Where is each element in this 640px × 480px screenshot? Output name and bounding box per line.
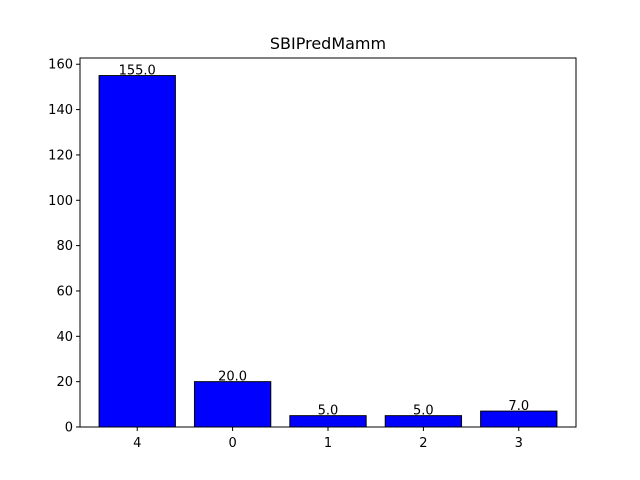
y-tick-label: 0: [65, 421, 73, 436]
plot-frame: [79, 57, 577, 428]
x-axis: 4 0 1 2 3: [133, 427, 523, 451]
y-tick-label: 60: [56, 284, 73, 299]
data-label: 5.0: [318, 404, 339, 419]
chart-title: SBIPredMamm: [270, 34, 386, 53]
bar-4: [98, 75, 176, 428]
y-tick-label: 140: [48, 103, 73, 118]
data-label: 5.0: [413, 404, 434, 419]
x-tick-label: 1: [324, 436, 332, 451]
data-label: 20.0: [218, 370, 247, 385]
y-tick-label: 80: [56, 239, 73, 254]
y-tick-label: 100: [48, 194, 73, 209]
x-tick-label: 3: [515, 436, 523, 451]
data-label: 7.0: [508, 399, 529, 414]
y-tick-label: 20: [56, 375, 73, 390]
x-tick-label: 0: [228, 436, 236, 451]
x-tick-label: 4: [133, 436, 141, 451]
x-tick-label: 2: [419, 436, 427, 451]
data-label: 155.0: [119, 64, 156, 79]
data-labels: 155.0 20.0 5.0 5.0 7.0: [119, 64, 529, 419]
bars: [98, 75, 558, 428]
y-tick-label: 120: [48, 148, 73, 163]
y-axis: 0 20 40 60 80 100 120 140 160: [48, 58, 80, 436]
y-tick-label: 160: [48, 58, 73, 73]
bar-0: [193, 381, 272, 428]
y-tick-label: 40: [56, 330, 73, 345]
